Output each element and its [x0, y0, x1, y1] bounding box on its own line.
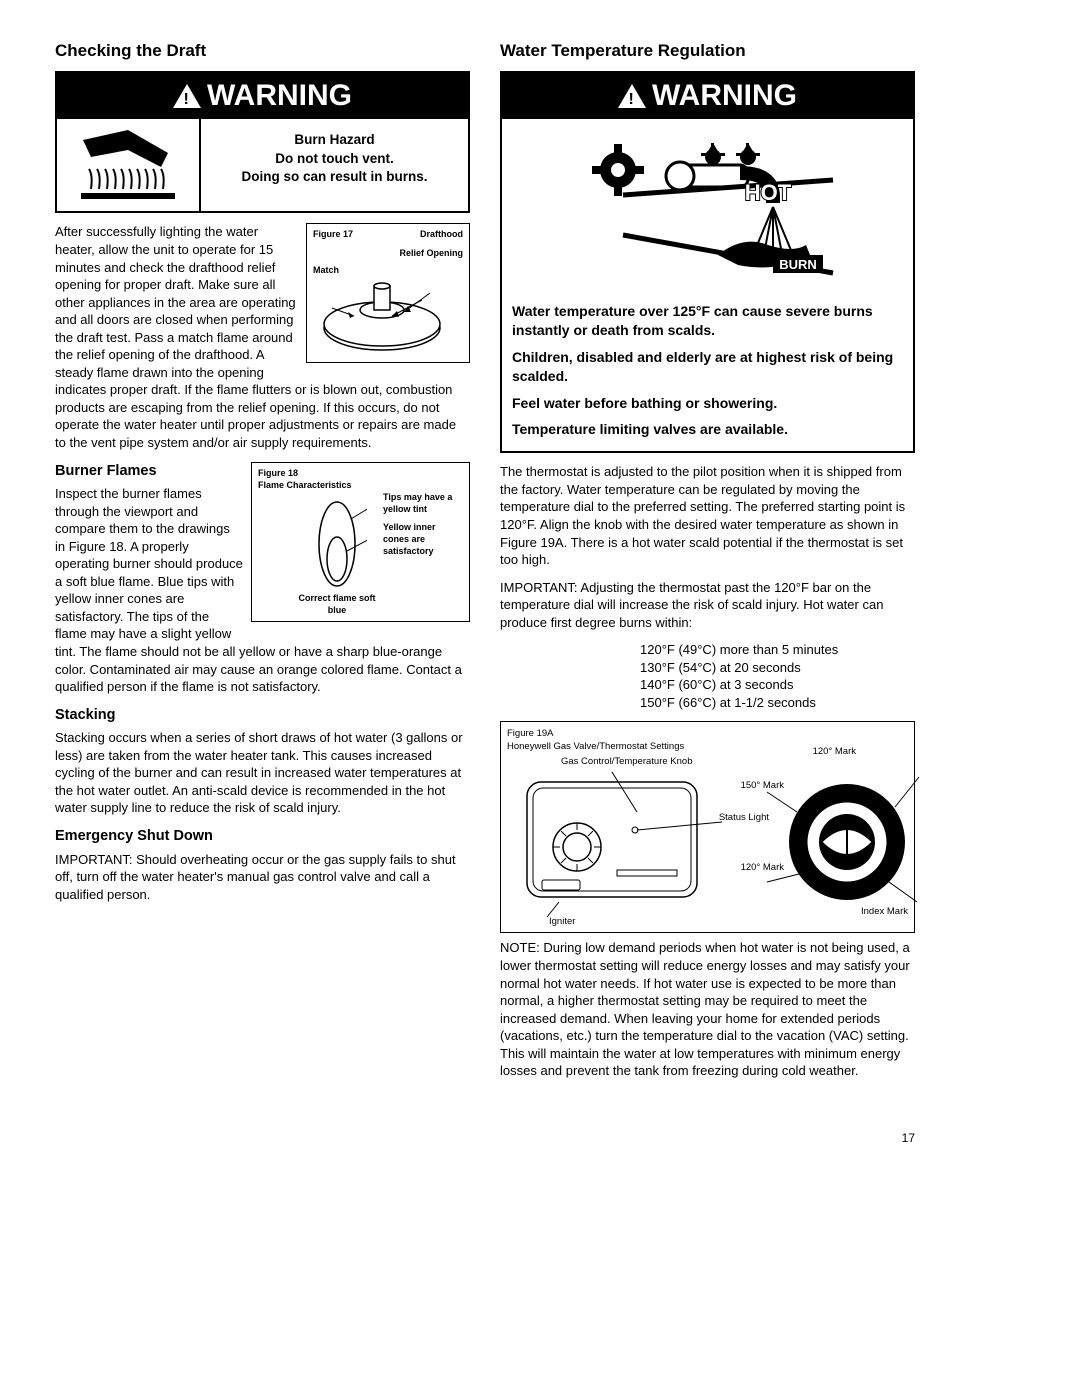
- do-not-touch-label: Do not touch vent.: [211, 150, 458, 168]
- stacking-paragraph: Stacking occurs when a series of short d…: [55, 729, 470, 817]
- figure-19a-title: Figure 19A: [507, 728, 908, 741]
- figure-17-title: Figure 17: [313, 229, 353, 239]
- heading-stacking: Stacking: [55, 706, 470, 726]
- warning-text-body: Burn Hazard Do not touch vent. Doing so …: [201, 119, 468, 211]
- figure-19a-diagram: [507, 762, 947, 922]
- warning-text: WARNING: [207, 76, 352, 117]
- emergency-paragraph: IMPORTANT: Should overheating occur or t…: [55, 851, 470, 904]
- figure-18-flame-diagram: [307, 489, 367, 589]
- figure-18-yellow-label: Yellow inner cones are satisfactory: [383, 521, 463, 557]
- figure-18-tips-label: Tips may have a yellow tint: [383, 491, 463, 515]
- figure-17-diagram: [312, 268, 452, 358]
- page-content: Checking the Draft WARNING: [55, 40, 915, 1090]
- left-column: Checking the Draft WARNING: [55, 40, 470, 1090]
- burn-120: 120°F (49°C) more than 5 minutes: [640, 641, 915, 659]
- figure-17-relief-label: Relief Opening: [313, 247, 463, 259]
- figure-17: Figure 17 Drafthood Relief Opening Match: [306, 223, 470, 363]
- warning-body: Burn Hazard Do not touch vent. Doing so …: [57, 119, 468, 211]
- heading-emergency: Emergency Shut Down: [55, 827, 470, 847]
- thermostat-p1: The thermostat is adjusted to the pilot …: [500, 463, 915, 568]
- burn-150: 150°F (66°C) at 1-1/2 seconds: [640, 694, 915, 712]
- warning-text: WARNING: [652, 76, 797, 117]
- figure-18-title: Figure 18: [258, 467, 463, 479]
- right-column: Water Temperature Regulation WARNING: [500, 40, 915, 1090]
- warning-box-burn-hazard: WARNING: [55, 71, 470, 214]
- scald-warning-text: Water temperature over 125°F can cause s…: [502, 298, 913, 451]
- scald-line-1: Water temperature over 125°F can cause s…: [512, 302, 903, 340]
- burn-hazard-label: Burn Hazard: [211, 131, 458, 149]
- figure-19a: Figure 19A Honeywell Gas Valve/Thermosta…: [500, 721, 915, 933]
- burn-label: BURN: [779, 257, 817, 272]
- figure-18-correct-label: Correct flame soft blue: [292, 592, 382, 616]
- scald-line-4: Temperature limiting valves are availabl…: [512, 420, 903, 439]
- page-number: 17: [55, 1130, 915, 1146]
- warning-triangle-icon: [618, 84, 646, 108]
- figure-17-drafthood-label: Drafthood: [420, 228, 463, 240]
- thermostat-p2: IMPORTANT: Adjusting the thermostat past…: [500, 579, 915, 632]
- heading-water-temp: Water Temperature Regulation: [500, 40, 915, 63]
- figure-19a-120-top: 120° Mark: [813, 746, 856, 759]
- warning-banner-scald: WARNING: [502, 73, 913, 120]
- thermostat-note: NOTE: During low demand periods when hot…: [500, 939, 915, 1079]
- burns-result-label: Doing so can result in burns.: [211, 168, 458, 186]
- warning-box-scald: WARNING: [500, 71, 915, 453]
- burn-time-list: 120°F (49°C) more than 5 minutes 130°F (…: [640, 641, 915, 711]
- heading-checking-draft: Checking the Draft: [55, 40, 470, 63]
- scald-line-3: Feel water before bathing or showering.: [512, 394, 903, 413]
- hand-burn-icon: [57, 119, 201, 211]
- warning-banner: WARNING: [57, 73, 468, 120]
- hot-label: HOT: [744, 180, 791, 205]
- scald-faucet-icon: HOT BURN: [502, 119, 913, 298]
- scald-line-2: Children, disabled and elderly are at hi…: [512, 348, 903, 386]
- burn-130: 130°F (54°C) at 20 seconds: [640, 659, 915, 677]
- figure-18: Figure 18 Flame Characteristics Tips may…: [251, 462, 470, 622]
- warning-triangle-icon: [173, 84, 201, 108]
- burn-140: 140°F (60°C) at 3 seconds: [640, 676, 915, 694]
